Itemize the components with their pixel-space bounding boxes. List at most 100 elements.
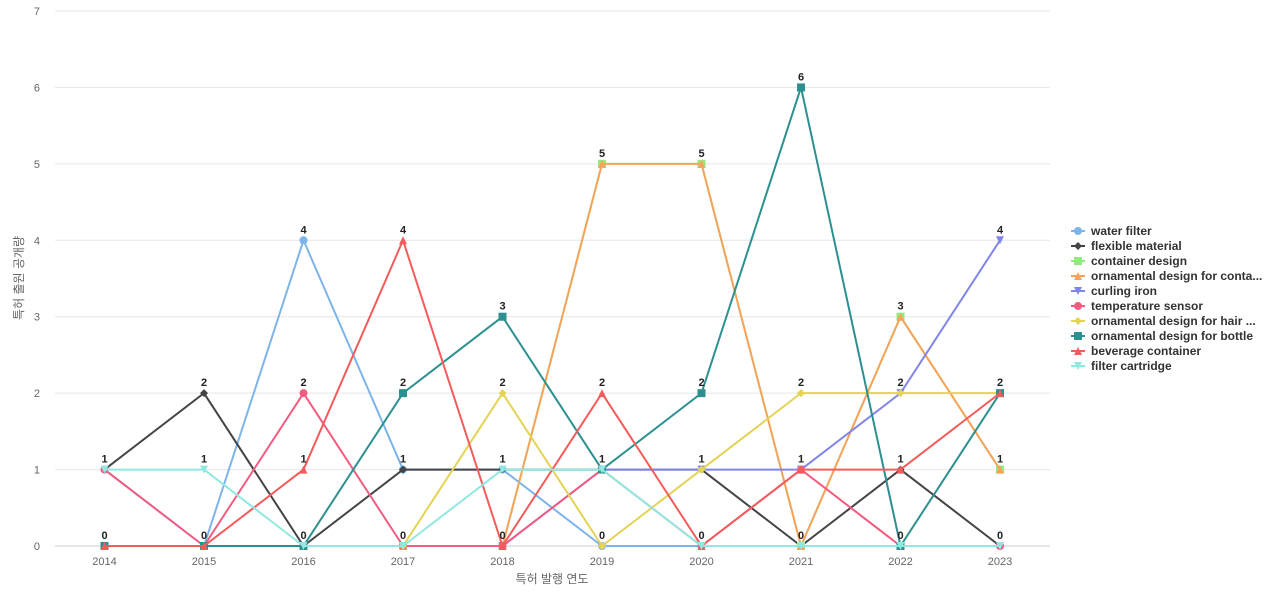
legend-marker — [1074, 317, 1082, 325]
data-point[interactable] — [399, 542, 407, 550]
data-label: 2 — [300, 377, 306, 389]
legend-marker — [1074, 287, 1082, 295]
data-point[interactable] — [598, 159, 606, 168]
legend-item[interactable]: ornamental design for conta... — [1071, 269, 1262, 283]
data-point[interactable] — [299, 236, 308, 245]
data-point[interactable] — [896, 312, 905, 321]
legend-label: temperature sensor — [1091, 299, 1203, 313]
data-label: 3 — [897, 301, 903, 313]
data-point[interactable] — [299, 389, 308, 398]
legend-marker — [1074, 362, 1082, 370]
x-tick-label: 2015 — [192, 556, 216, 568]
y-tick-label: 7 — [34, 6, 40, 18]
data-label: 1 — [798, 454, 804, 466]
series-line[interactable] — [104, 162, 1001, 547]
data-point[interactable] — [100, 465, 109, 474]
data-point[interactable] — [896, 389, 905, 398]
data-label: 0 — [698, 530, 704, 542]
legend-item[interactable]: beverage container — [1071, 344, 1201, 358]
data-point[interactable] — [498, 312, 507, 321]
legend-item[interactable]: temperature sensor — [1071, 299, 1203, 313]
series-line[interactable] — [104, 468, 1001, 547]
data-point[interactable] — [996, 542, 1004, 550]
data-label: 6 — [798, 71, 804, 83]
data-label: 0 — [798, 530, 804, 542]
x-tick-label: 2018 — [490, 556, 514, 568]
data-point[interactable] — [697, 465, 706, 474]
y-tick-label: 5 — [34, 159, 40, 171]
data-label: 0 — [599, 530, 605, 542]
data-label: 2 — [201, 377, 207, 389]
data-point[interactable] — [299, 465, 308, 474]
data-point[interactable] — [896, 542, 905, 550]
data-label: 1 — [997, 454, 1003, 466]
data-point[interactable] — [697, 159, 706, 168]
data-point[interactable] — [498, 542, 507, 550]
y-tick-label: 1 — [34, 465, 40, 477]
y-tick-label: 3 — [34, 312, 40, 324]
data-point[interactable] — [100, 542, 109, 550]
data-point[interactable] — [399, 465, 407, 474]
data-point[interactable] — [996, 465, 1004, 474]
series-line[interactable] — [103, 392, 1001, 547]
data-point[interactable] — [797, 542, 805, 550]
series-line[interactable] — [104, 86, 1001, 547]
data-label: 0 — [897, 530, 903, 542]
legend-item[interactable]: flexible material — [1071, 239, 1182, 253]
data-point[interactable] — [697, 542, 706, 550]
y-axis-title: 특허 출원 공개량 — [12, 236, 26, 320]
data-point[interactable] — [797, 389, 805, 398]
legend-item[interactable]: container design — [1071, 254, 1187, 268]
data-label: 4 — [300, 224, 307, 236]
legend-item[interactable]: ornamental design for hair ... — [1071, 314, 1256, 328]
y-tick-label: 2 — [34, 388, 40, 400]
data-point[interactable] — [200, 465, 208, 474]
data-label: 2 — [997, 377, 1003, 389]
series-group[interactable] — [100, 159, 1005, 550]
legend-item[interactable]: filter cartridge — [1071, 359, 1172, 373]
data-point[interactable] — [896, 465, 905, 474]
data-point[interactable] — [200, 389, 208, 398]
data-label: 2 — [698, 377, 704, 389]
legend-marker — [1074, 272, 1082, 280]
legend-item[interactable]: curling iron — [1071, 284, 1157, 298]
data-point[interactable] — [200, 542, 208, 550]
legend-marker — [1074, 347, 1082, 355]
series-lines — [100, 83, 1005, 550]
data-point[interactable] — [797, 465, 805, 474]
data-point[interactable] — [598, 542, 606, 550]
data-label: 2 — [897, 377, 903, 389]
data-point[interactable] — [498, 389, 507, 398]
data-label: 0 — [499, 530, 505, 542]
x-axis-title: 특허 발행 연도 — [516, 571, 589, 586]
data-point[interactable] — [697, 389, 706, 398]
legend-label: flexible material — [1091, 239, 1182, 253]
data-point[interactable] — [996, 389, 1004, 398]
data-label: 5 — [698, 148, 704, 160]
data-point[interactable] — [598, 389, 606, 398]
data-point[interactable] — [797, 83, 805, 92]
data-point[interactable] — [299, 542, 308, 550]
legend-label: ornamental design for conta... — [1091, 269, 1262, 283]
data-label: 1 — [300, 454, 306, 466]
legend-label: container design — [1091, 254, 1187, 268]
data-label: 4 — [997, 224, 1004, 236]
data-point[interactable] — [598, 465, 606, 474]
x-tick-label: 2014 — [92, 556, 116, 568]
legend-item[interactable]: water filter — [1071, 224, 1152, 238]
y-tick-label: 4 — [34, 235, 40, 247]
data-point[interactable] — [399, 236, 407, 245]
x-tick-label: 2017 — [391, 556, 415, 568]
y-tick-label: 0 — [34, 541, 40, 553]
data-point[interactable] — [399, 389, 407, 398]
data-point[interactable] — [996, 236, 1004, 245]
data-point[interactable] — [498, 465, 507, 474]
legend-marker — [1074, 257, 1082, 265]
series-group[interactable] — [100, 465, 1005, 550]
legend-item[interactable]: ornamental design for bottle — [1071, 329, 1253, 343]
